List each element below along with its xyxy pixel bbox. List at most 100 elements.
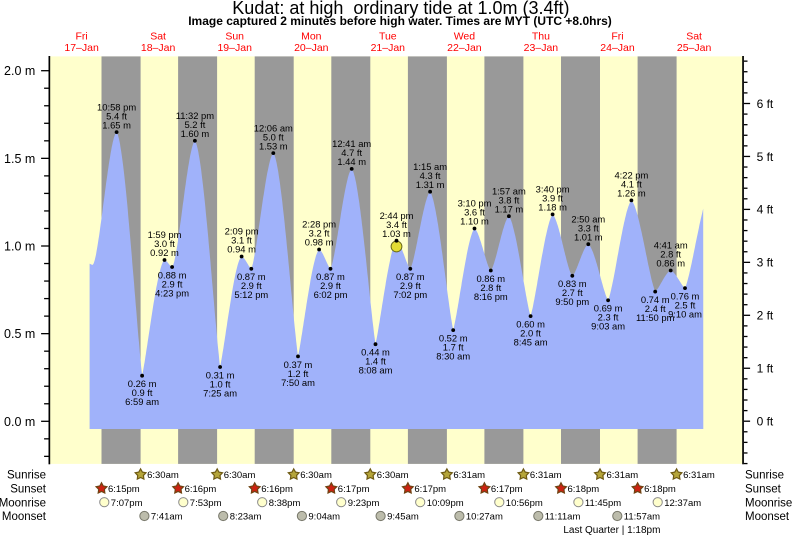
svg-text:3.6 ft: 3.6 ft bbox=[464, 207, 485, 218]
svg-text:2.3 ft: 2.3 ft bbox=[598, 312, 619, 323]
svg-text:1.65 m: 1.65 m bbox=[102, 119, 131, 130]
svg-text:1.44 m: 1.44 m bbox=[337, 156, 366, 167]
svg-text:1.18 m: 1.18 m bbox=[538, 202, 567, 213]
svg-text:3.3 ft: 3.3 ft bbox=[578, 222, 599, 233]
svg-text:2:50 am: 2:50 am bbox=[571, 213, 605, 224]
svg-text:2 ft: 2 ft bbox=[757, 309, 774, 323]
svg-text:0.98 m: 0.98 m bbox=[305, 237, 334, 248]
svg-text:3.8 ft: 3.8 ft bbox=[498, 194, 519, 205]
svg-text:1.5 m: 1.5 m bbox=[4, 152, 35, 166]
svg-text:0.31 m: 0.31 m bbox=[206, 369, 235, 380]
svg-text:0.74 m: 0.74 m bbox=[641, 294, 670, 305]
svg-text:4.1 ft: 4.1 ft bbox=[621, 179, 642, 190]
svg-text:1 ft: 1 ft bbox=[757, 362, 774, 376]
svg-text:10:58 pm: 10:58 pm bbox=[97, 101, 136, 112]
svg-text:1.10 m: 1.10 m bbox=[460, 216, 489, 227]
svg-text:6:17pm: 6:17pm bbox=[491, 484, 523, 495]
svg-text:0.87 m: 0.87 m bbox=[396, 271, 425, 282]
svg-text:6:30am: 6:30am bbox=[147, 470, 179, 481]
svg-text:6:30am: 6:30am bbox=[224, 470, 256, 481]
svg-text:0.94 m: 0.94 m bbox=[227, 244, 256, 255]
svg-text:1.53 m: 1.53 m bbox=[259, 140, 288, 151]
svg-text:1.0 m: 1.0 m bbox=[4, 240, 35, 254]
svg-text:2:44 pm: 2:44 pm bbox=[380, 210, 414, 221]
svg-text:Wed: Wed bbox=[454, 30, 476, 42]
svg-text:0.0 m: 0.0 m bbox=[4, 415, 35, 429]
svg-text:5.4 ft: 5.4 ft bbox=[106, 110, 127, 121]
svg-text:23–Jan: 23–Jan bbox=[524, 42, 559, 54]
svg-text:Moonset: Moonset bbox=[745, 511, 790, 523]
svg-text:1:15 am: 1:15 am bbox=[413, 161, 447, 172]
svg-text:12:37am: 12:37am bbox=[664, 498, 701, 509]
svg-text:20–Jan: 20–Jan bbox=[294, 42, 329, 54]
svg-text:Sat: Sat bbox=[686, 30, 702, 42]
svg-text:5:12 pm: 5:12 pm bbox=[234, 289, 268, 300]
svg-text:7:02 pm: 7:02 pm bbox=[393, 289, 427, 300]
svg-text:3 ft: 3 ft bbox=[757, 256, 774, 270]
svg-text:4.3 ft: 4.3 ft bbox=[420, 170, 441, 181]
svg-text:Fri: Fri bbox=[611, 30, 623, 42]
svg-text:2.7 ft: 2.7 ft bbox=[562, 287, 583, 298]
svg-text:6:16pm: 6:16pm bbox=[185, 484, 217, 495]
svg-text:2:28 pm: 2:28 pm bbox=[302, 219, 336, 230]
svg-text:0.86 m: 0.86 m bbox=[656, 258, 685, 269]
svg-text:7:25 am: 7:25 am bbox=[203, 387, 237, 398]
svg-text:1.0 ft: 1.0 ft bbox=[210, 378, 231, 389]
svg-text:2.4 ft: 2.4 ft bbox=[645, 303, 666, 314]
svg-text:1.4 ft: 1.4 ft bbox=[365, 356, 386, 367]
svg-text:9:45am: 9:45am bbox=[387, 512, 419, 523]
svg-text:6 ft: 6 ft bbox=[757, 97, 774, 111]
svg-text:Sunrise: Sunrise bbox=[745, 470, 784, 482]
svg-text:18–Jan: 18–Jan bbox=[141, 42, 176, 54]
svg-text:10:56pm: 10:56pm bbox=[506, 498, 543, 509]
svg-text:0.83 m: 0.83 m bbox=[558, 278, 587, 289]
svg-text:0.86 m: 0.86 m bbox=[476, 273, 505, 284]
svg-text:5.0 ft: 5.0 ft bbox=[263, 131, 284, 142]
svg-text:6:17pm: 6:17pm bbox=[338, 484, 370, 495]
svg-text:0.76 m: 0.76 m bbox=[671, 291, 700, 302]
svg-text:6:02 pm: 6:02 pm bbox=[314, 289, 348, 300]
svg-text:8:45 am: 8:45 am bbox=[514, 337, 548, 348]
svg-text:11:11am: 11:11am bbox=[545, 512, 581, 523]
svg-text:2.0 ft: 2.0 ft bbox=[520, 328, 541, 339]
svg-text:0.92 m: 0.92 m bbox=[150, 247, 179, 258]
svg-text:Tue: Tue bbox=[379, 30, 397, 42]
svg-text:8:23am: 8:23am bbox=[230, 512, 262, 523]
svg-text:3.0 ft: 3.0 ft bbox=[154, 238, 175, 249]
svg-text:9:10 am: 9:10 am bbox=[668, 309, 702, 320]
svg-text:1.26 m: 1.26 m bbox=[617, 188, 646, 199]
svg-text:2.9 ft: 2.9 ft bbox=[320, 280, 341, 291]
svg-text:3.9 ft: 3.9 ft bbox=[542, 193, 563, 204]
svg-text:2:09 pm: 2:09 pm bbox=[225, 226, 259, 237]
svg-text:Mon: Mon bbox=[301, 30, 322, 42]
svg-text:4:23 pm: 4:23 pm bbox=[155, 287, 189, 298]
svg-text:3:10 pm: 3:10 pm bbox=[458, 198, 492, 209]
svg-text:8:38pm: 8:38pm bbox=[269, 498, 301, 509]
svg-text:6:16pm: 6:16pm bbox=[261, 484, 293, 495]
svg-text:0.52 m: 0.52 m bbox=[439, 333, 468, 344]
svg-text:Sat: Sat bbox=[150, 30, 166, 42]
svg-text:4 ft: 4 ft bbox=[757, 203, 774, 217]
svg-text:8:16 pm: 8:16 pm bbox=[474, 291, 508, 302]
svg-text:Thu: Thu bbox=[532, 30, 550, 42]
svg-text:24–Jan: 24–Jan bbox=[600, 42, 635, 54]
svg-text:0.26 m: 0.26 m bbox=[128, 378, 157, 389]
svg-text:5 ft: 5 ft bbox=[757, 150, 774, 164]
svg-text:1.31 m: 1.31 m bbox=[416, 179, 445, 190]
svg-text:10:09pm: 10:09pm bbox=[427, 498, 464, 509]
svg-text:7:53pm: 7:53pm bbox=[190, 498, 222, 509]
svg-text:0 ft: 0 ft bbox=[757, 415, 774, 429]
svg-text:Image captured 2 minutes befor: Image captured 2 minutes before high wat… bbox=[188, 14, 612, 28]
svg-text:11:50 pm: 11:50 pm bbox=[636, 312, 675, 323]
svg-text:1.2 ft: 1.2 ft bbox=[288, 368, 309, 379]
svg-text:21–Jan: 21–Jan bbox=[371, 42, 406, 54]
svg-text:3:40 pm: 3:40 pm bbox=[536, 184, 570, 195]
svg-text:1.17 m: 1.17 m bbox=[495, 203, 524, 214]
svg-text:2.0 m: 2.0 m bbox=[4, 64, 35, 78]
svg-text:1.01 m: 1.01 m bbox=[574, 231, 603, 242]
svg-text:0.87 m: 0.87 m bbox=[237, 271, 266, 282]
svg-text:7:50 am: 7:50 am bbox=[281, 377, 315, 388]
svg-text:1.03 m: 1.03 m bbox=[382, 228, 411, 239]
svg-text:11:57am: 11:57am bbox=[624, 512, 660, 523]
svg-text:0.37 m: 0.37 m bbox=[284, 359, 313, 370]
